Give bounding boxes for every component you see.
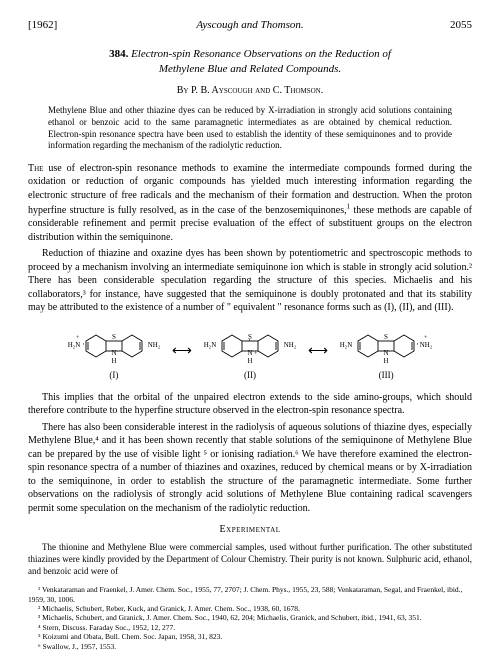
svg-text:+: + [254, 351, 258, 357]
structure-3-svg: S N H H₂N NH₂ + · [336, 325, 436, 367]
svg-text:H: H [384, 357, 389, 365]
resonance-arrow-1: ⟷ [172, 343, 192, 362]
svg-text:N: N [247, 349, 252, 357]
header-page: 2055 [422, 18, 472, 33]
footnotes: ¹ Venkataraman and Fraenkel, J. Amer. Ch… [28, 585, 472, 651]
nh2-right: NH₂ [148, 341, 161, 349]
footnote-5: ⁵ Koizumi and Obata, Bull. Chem. Soc. Ja… [28, 632, 472, 641]
article-title: 384. Electron-spin Resonance Observation… [28, 47, 472, 78]
resonance-arrow-2: ⟷ [308, 343, 328, 362]
para1-rest: use of electron-spin resonance methods t… [28, 163, 472, 243]
svg-text:H: H [111, 357, 116, 365]
paragraph-4: There has also been considerable interes… [28, 421, 472, 516]
title-line2: Methylene Blue and Related Compounds. [159, 63, 341, 75]
svg-text:H: H [247, 357, 252, 365]
header-year: [1962] [28, 18, 78, 33]
dropword: The [28, 163, 43, 174]
svg-text:N: N [384, 349, 389, 357]
structure-2: S N H H₂N NH₂ + · (II) [200, 325, 300, 381]
svg-text:H₂N: H₂N [204, 341, 217, 349]
running-header: [1962] Ayscough and Thomson. 2055 [28, 18, 472, 33]
structure-2-label: (II) [200, 369, 300, 381]
structure-1-label: (I) [64, 369, 164, 381]
page: [1962] Ayscough and Thomson. 2055 384. E… [0, 0, 500, 671]
svg-text:S: S [112, 333, 116, 341]
svg-text:N: N [111, 349, 116, 357]
structure-1: S N H H₂N NH₂ + · (I) [64, 325, 164, 381]
footnote-6: ⁶ Swallow, J., 1957, 1553. [28, 642, 472, 651]
footnote-1: ¹ Venkataraman and Fraenkel, J. Amer. Ch… [28, 585, 472, 604]
svg-text:·: · [248, 335, 251, 345]
structure-1-svg: S N H H₂N NH₂ + · [64, 325, 164, 367]
paragraph-1: The use of electron-spin resonance metho… [28, 162, 472, 244]
paragraph-2: Reduction of thiazine and oxazine dyes h… [28, 247, 472, 315]
structure-3: S N H H₂N NH₂ + · (III) [336, 325, 436, 381]
svg-text:S: S [384, 333, 388, 341]
svg-text:NH₂: NH₂ [284, 341, 297, 349]
authors: By P. B. Ayscough and C. Thomson. [28, 84, 472, 98]
abstract: Methylene Blue and other thiazine dyes c… [48, 105, 452, 152]
resonance-structures: S N H H₂N NH₂ + · (I) ⟷ [28, 325, 472, 381]
title-line1: Electron-spin Resonance Observations on … [131, 48, 391, 60]
svg-text:·: · [416, 339, 419, 349]
footnote-4: ⁴ Stern, Discuss. Faraday Soc., 1952, 12… [28, 623, 472, 632]
paragraph-3: This implies that the orbital of the unp… [28, 391, 472, 418]
svg-text:H₂N: H₂N [340, 341, 353, 349]
structure-3-label: (III) [336, 369, 436, 381]
article-number: 384. [109, 48, 128, 60]
footnote-2: ² Michaelis, Schubert, Reber, Kuck, and … [28, 604, 472, 613]
experimental-para-1: The thionine and Methylene Blue were com… [28, 541, 472, 577]
footnote-3: ³ Michaelis, Schubert, and Granick, J. A… [28, 613, 472, 622]
experimental-heading: Experimental [28, 523, 472, 537]
structure-2-svg: S N H H₂N NH₂ + · [200, 325, 300, 367]
nh2-left: H₂N [68, 341, 81, 349]
svg-text:NH₂: NH₂ [420, 341, 433, 349]
header-authors: Ayscough and Thomson. [78, 18, 422, 33]
svg-text:·: · [82, 339, 85, 349]
